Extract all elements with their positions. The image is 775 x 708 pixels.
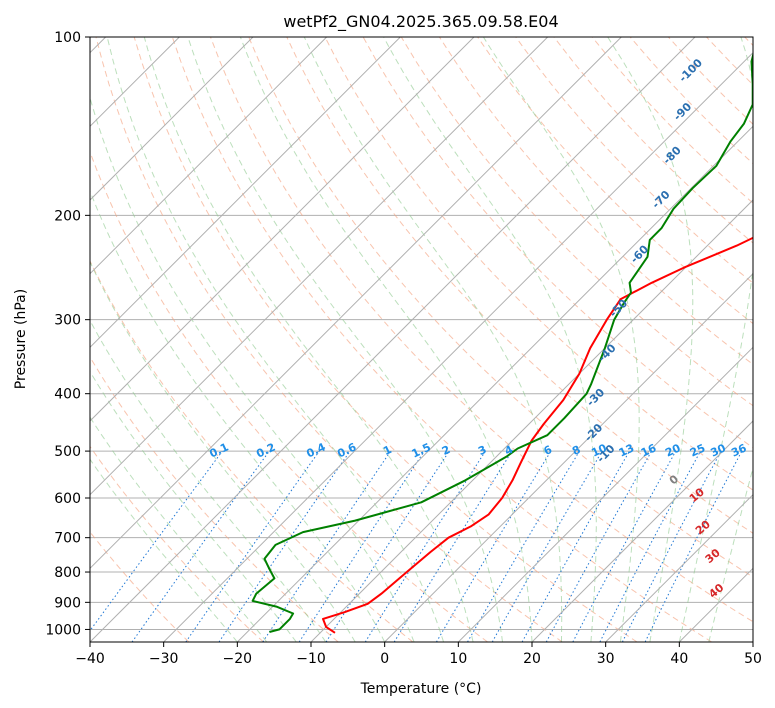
chart-title: wetPf2_GN04.2025.365.09.58.E04 bbox=[283, 12, 558, 32]
y-tick-label: 100 bbox=[54, 30, 81, 46]
dry-adiabat-line bbox=[133, 37, 638, 642]
dry-adiabat-line bbox=[90, 445, 264, 642]
moist-adiabat-line bbox=[239, 37, 533, 642]
mixing-ratio-line bbox=[298, 450, 425, 642]
isotherm-line bbox=[163, 51, 753, 642]
y-tick-label: 200 bbox=[54, 208, 81, 224]
dry-adiabat-line bbox=[210, 37, 753, 623]
moist-adiabat-line bbox=[90, 319, 327, 642]
pressure-gridlines bbox=[90, 37, 753, 630]
y-tick-label: 600 bbox=[54, 491, 81, 507]
y-tick-label: 700 bbox=[54, 531, 81, 547]
mixing-ratio-label: 30 bbox=[709, 441, 729, 459]
x-axis-label: Temperature (°C) bbox=[360, 681, 482, 697]
x-tick-label: −20 bbox=[223, 651, 253, 667]
isotherm-line bbox=[236, 125, 753, 642]
mixing-ratio-line bbox=[521, 450, 630, 642]
mixing-ratio-label: 20 bbox=[663, 441, 683, 459]
x-tick-label: 30 bbox=[597, 651, 615, 667]
dry-adiabat-line bbox=[95, 37, 563, 642]
moist-adiabat-line bbox=[90, 458, 238, 642]
isotherm-line bbox=[90, 37, 549, 496]
mixing-ratio-line bbox=[131, 450, 270, 642]
dry-adiabat-line bbox=[248, 37, 753, 578]
moist-adiabat-line bbox=[678, 37, 753, 642]
mixing-ratio-line bbox=[393, 450, 513, 642]
moist-adiabat-line bbox=[708, 466, 753, 642]
moist-adiabat-line bbox=[106, 37, 445, 642]
mixing-ratio-label: 16 bbox=[639, 441, 659, 459]
y-tick-label: 900 bbox=[54, 595, 81, 611]
moist-adiabat-line bbox=[90, 416, 268, 642]
dry-adiabat-line bbox=[90, 259, 414, 642]
x-tick-label: 10 bbox=[449, 651, 467, 667]
x-tick-label: 40 bbox=[670, 651, 688, 667]
isotherm-line bbox=[310, 199, 753, 642]
dewpoint-profile-line bbox=[251, 51, 753, 633]
mixing-ratio-line bbox=[545, 450, 653, 642]
x-axis-ticks: −40 −30 −20 −10 0 10 20 30 40 50 bbox=[75, 642, 762, 667]
moist-adiabat-line bbox=[90, 189, 386, 642]
x-tick-label: −30 bbox=[149, 651, 179, 667]
isotherm-line bbox=[90, 37, 401, 349]
dry-adiabat-line bbox=[286, 37, 753, 534]
mixing-ratio-line bbox=[644, 450, 743, 642]
moist-adiabat-line bbox=[187, 37, 503, 642]
mixing-ratio-label: 10 bbox=[589, 441, 609, 459]
x-tick-label: 50 bbox=[744, 651, 762, 667]
moist-adiabat-line bbox=[383, 37, 597, 642]
moist-adiabat-line bbox=[90, 370, 297, 642]
x-tick-label: −40 bbox=[75, 651, 105, 667]
mixing-ratio-line bbox=[325, 450, 450, 642]
isotherm-line bbox=[531, 420, 753, 642]
mixing-ratio-line bbox=[218, 450, 351, 642]
plot-frame bbox=[89, 36, 754, 643]
y-tick-label: 1000 bbox=[45, 622, 81, 638]
moist-adiabat-line bbox=[482, 37, 640, 642]
isotherm-line bbox=[90, 37, 696, 642]
moist-adiabat-line bbox=[607, 37, 694, 642]
isotherm-line bbox=[90, 37, 254, 201]
moist-adiabat-line bbox=[90, 260, 356, 642]
isotherm-line bbox=[457, 346, 753, 642]
mixing-ratio-label: 13 bbox=[617, 441, 636, 459]
moist-adiabats bbox=[90, 37, 753, 642]
isotherm-line bbox=[90, 37, 475, 422]
mixing-ratio-line bbox=[185, 450, 320, 642]
isotherm-line bbox=[90, 37, 328, 275]
isotherm-line bbox=[90, 37, 622, 570]
mixing-ratio-line bbox=[262, 450, 392, 642]
x-tick-label: 0 bbox=[380, 651, 389, 667]
sounding-profiles bbox=[251, 51, 753, 634]
dry-adiabat-line bbox=[515, 37, 753, 284]
mixing-ratio-label: 36 bbox=[729, 441, 749, 459]
y-tick-label: 400 bbox=[54, 387, 81, 403]
isotherm-line bbox=[384, 272, 753, 642]
y-tick-label: 300 bbox=[54, 313, 81, 329]
mixing-ratio-label: 25 bbox=[688, 441, 707, 459]
dry-adiabat-line bbox=[90, 356, 339, 642]
dry-adiabat-line bbox=[171, 37, 712, 642]
skewed-isotherms bbox=[90, 37, 753, 642]
y-tick-label: 500 bbox=[54, 444, 81, 460]
temperature-profile-line bbox=[322, 236, 753, 634]
y-tick-label: 800 bbox=[54, 565, 81, 581]
y-axis-ticks: 1000 900 800 700 600 500 400 300 200 100 bbox=[45, 30, 90, 638]
moist-adiabat-line bbox=[143, 37, 474, 642]
mixing-ratio-lines bbox=[90, 450, 743, 642]
isotherm-line bbox=[605, 493, 753, 642]
y-axis-label: Pressure (hPa) bbox=[13, 289, 29, 389]
moist-adiabat-line bbox=[303, 37, 563, 642]
mixing-ratio-line bbox=[572, 450, 677, 642]
x-tick-label: −10 bbox=[296, 651, 326, 667]
mixing-ratio-line bbox=[90, 450, 223, 632]
x-tick-label: 20 bbox=[523, 651, 541, 667]
